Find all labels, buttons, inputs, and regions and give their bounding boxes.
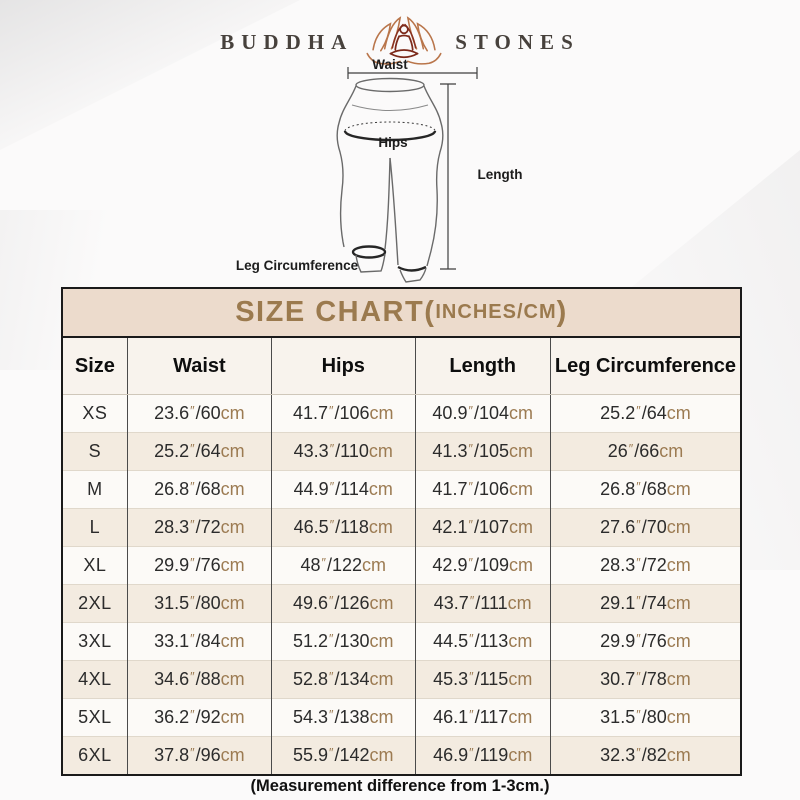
- column-header-size: Size: [63, 338, 128, 395]
- size-chart-title-main: SIZE CHART(: [235, 296, 436, 328]
- size-cell: M: [63, 470, 128, 509]
- size-chart-title-close: ): [556, 296, 568, 328]
- measurement-cell-length: 42.9″/109cm: [414, 546, 551, 585]
- pants-outline-drawing: [336, 67, 478, 283]
- measurement-cell-hips: 55.9″/142cm: [271, 736, 416, 774]
- measurement-cell-hips: 49.6″/126cm: [271, 584, 416, 623]
- waist-measure-line: [347, 67, 478, 79]
- size-cell: S: [63, 432, 128, 471]
- measurement-cell-length: 46.1″/117cm: [414, 698, 551, 737]
- measurement-cell-hips: 46.5″/118cm: [271, 508, 416, 547]
- hips-label: Hips: [378, 135, 408, 150]
- measurement-cell-waist: 25.2″/64cm: [126, 432, 272, 471]
- size-cell: 2XL: [63, 584, 128, 623]
- measurement-cell-hips: 43.3″/110cm: [271, 432, 416, 471]
- measurement-cell-leg: 32.3″/82cm: [549, 736, 740, 774]
- measurement-cell-hips: 52.8″/134cm: [271, 660, 416, 699]
- measurement-cell-length: 45.3″/115cm: [414, 660, 551, 699]
- measurement-cell-hips: 44.9″/114cm: [271, 470, 416, 509]
- size-cell: L: [63, 508, 128, 547]
- measurement-cell-length: 43.7″/111cm: [414, 584, 551, 623]
- length-label: Length: [477, 167, 523, 182]
- brand-logo: BUDDHA STONES: [0, 16, 800, 68]
- measurement-cell-length: 41.7″/106cm: [414, 470, 551, 509]
- measurement-cell-leg: 26″/66cm: [549, 432, 740, 471]
- size-cell: 4XL: [63, 660, 128, 699]
- leg-circumference-label: Leg Circumference: [235, 258, 359, 273]
- size-row-m: M 26.8″/68cm 44.9″/114cm 41.7″/106cm 26.8″/6…: [63, 470, 740, 509]
- measurement-cell-length: 44.5″/113cm: [414, 622, 551, 661]
- size-row-xl: XL 29.9″/76cm 48″/122cm 42.9″/109cm 28.3″/72…: [63, 546, 740, 585]
- measurement-note: (Measurement difference from 1-3cm.): [250, 777, 550, 795]
- measurement-cell-leg: 29.1″/74cm: [549, 584, 740, 623]
- size-chart-header-row: Size Waist Hips Length Leg Circumference: [63, 338, 740, 395]
- brand-word-right: STONES: [455, 29, 580, 54]
- measurement-cell-leg: 28.3″/72cm: [549, 546, 740, 585]
- measurement-cell-waist: 34.6″/88cm: [126, 660, 272, 699]
- length-measure-line: [440, 83, 456, 270]
- size-chart-title-units: INCHES/CM: [435, 301, 557, 323]
- measurement-cell-length: 46.9″/119cm: [414, 736, 551, 774]
- column-header-leg-circumference: Leg Circumference: [549, 338, 740, 395]
- size-row-l: L 28.3″/72cm 46.5″/118cm 42.1″/107cm 27.6″/7…: [63, 508, 740, 547]
- measurement-cell-leg: 29.9″/76cm: [549, 622, 740, 661]
- measurement-cell-waist: 37.8″/96cm: [126, 736, 272, 774]
- brand-word-left: BUDDHA: [220, 29, 354, 54]
- size-cell: XL: [63, 546, 128, 585]
- size-chart: SIZE CHART(INCHES/CM) Size Waist Hips Lengt…: [61, 287, 742, 776]
- lotus-meditation-icon: [366, 16, 442, 65]
- size-cell: XS: [82, 403, 108, 423]
- column-header-waist: Waist: [126, 338, 272, 395]
- size-cell: 6XL: [63, 736, 128, 774]
- size-row-xs: XS 23.6″/60cm 41.7″/106cm 40.9″/104cm 25.2″/…: [63, 394, 740, 433]
- waist-label: Waist: [372, 57, 408, 72]
- measurement-cell-hips: 54.3″/138cm: [271, 698, 416, 737]
- measurement-cell-waist: 33.1″/84cm: [126, 622, 272, 661]
- pants-measurement-diagram: Waist Hips Length Leg Circumference: [230, 55, 550, 290]
- measurement-cell-waist: 23.6″/60cm: [126, 394, 272, 433]
- measurement-cell-waist: 26.8″/68cm: [126, 470, 272, 509]
- column-header-hips: Hips: [271, 338, 416, 395]
- measurement-cell-hips: 51.2″/130cm: [271, 622, 416, 661]
- size-row-4xl: 4XL 34.6″/88cm 52.8″/134cm 45.3″/115cm 30.7″…: [63, 660, 740, 699]
- size-row-5xl: 5XL 36.2″/92cm 54.3″/138cm 46.1″/117cm 31.5″…: [63, 698, 740, 737]
- measurement-cell-leg: 31.5″/80cm: [549, 698, 740, 737]
- measurement-cell-leg: 30.7″/78cm: [549, 660, 740, 699]
- size-chart-title: SIZE CHART(INCHES/CM): [63, 289, 740, 338]
- size-row-s: S 25.2″/64cm 43.3″/110cm 41.3″/105cm 26″/66c…: [63, 432, 740, 471]
- size-row-2xl: 2XL 31.5″/80cm 49.6″/126cm 43.7″/111cm 29.1″…: [63, 584, 740, 623]
- measurement-cell-hips: 48″/122cm: [271, 546, 416, 585]
- measurement-cell-waist: 29.9″/76cm: [126, 546, 272, 585]
- measurement-cell-waist: 28.3″/72cm: [126, 508, 272, 547]
- measurement-cell-leg: 27.6″/70cm: [549, 508, 740, 547]
- measurement-cell-waist: 36.2″/92cm: [126, 698, 272, 737]
- size-chart-table: Size Waist Hips Length Leg Circumference XS 2…: [63, 338, 740, 774]
- column-header-length: Length: [414, 338, 551, 395]
- measurement-cell-length: 41.3″/105cm: [414, 432, 551, 471]
- measurement-cell-leg: 25.2″/64cm: [549, 394, 740, 433]
- measurement-cell-waist: 31.5″/80cm: [126, 584, 272, 623]
- size-cell: 5XL: [63, 698, 128, 737]
- measurement-cell-hips: 41.7″/106cm: [271, 394, 416, 433]
- measurement-cell-length: 40.9″/104cm: [414, 394, 551, 433]
- size-cell: 3XL: [63, 622, 128, 661]
- measurement-cell-leg: 26.8″/68cm: [549, 470, 740, 509]
- size-row-6xl: 6XL 37.8″/96cm 55.9″/142cm 46.9″/119cm 32.3″…: [63, 736, 740, 774]
- size-row-3xl: 3XL 33.1″/84cm 51.2″/130cm 44.5″/113cm 29.9″…: [63, 622, 740, 661]
- measurement-cell-length: 42.1″/107cm: [414, 508, 551, 547]
